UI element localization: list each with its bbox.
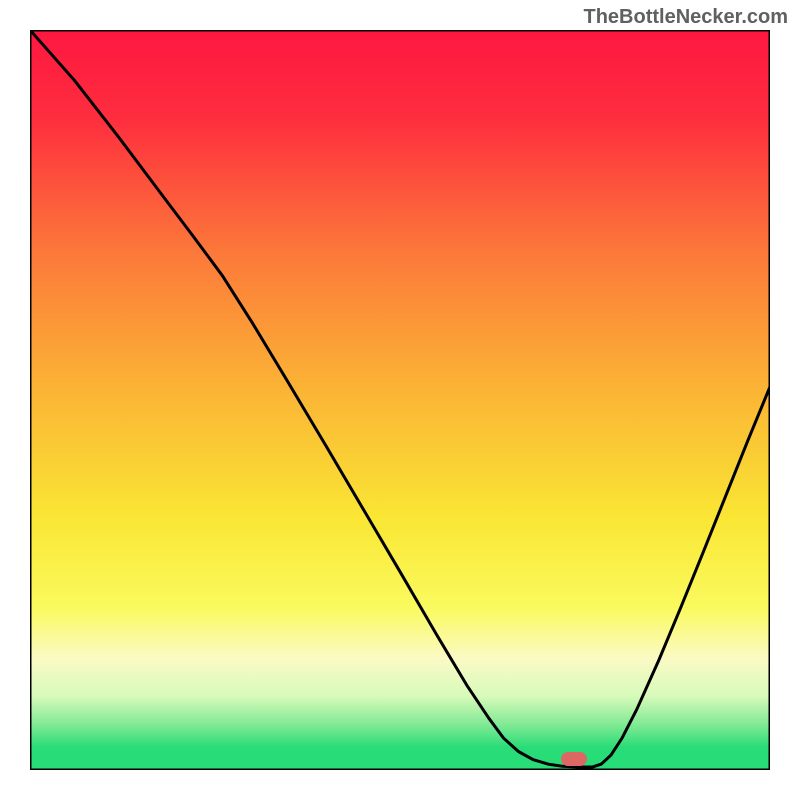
optimal-marker — [561, 752, 587, 766]
bottleneck-chart — [30, 30, 770, 770]
chart-svg — [30, 30, 770, 770]
watermark: TheBottleNecker.com — [583, 6, 788, 29]
